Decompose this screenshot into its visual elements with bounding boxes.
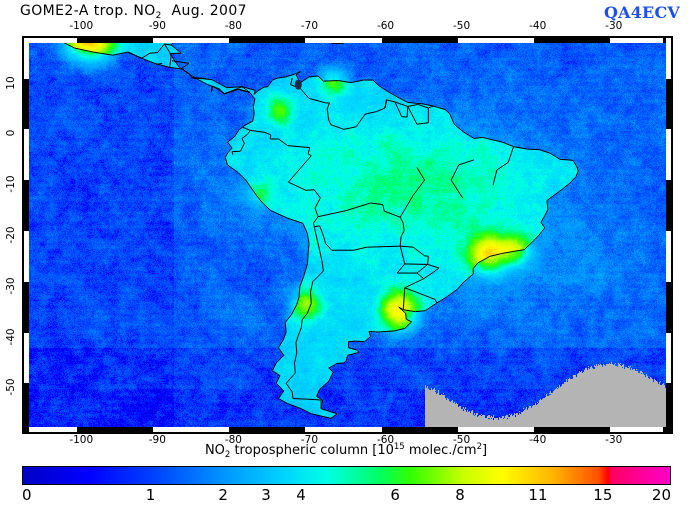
lon-tick-label-bottom-6: -40 <box>529 434 547 446</box>
colorbar-title: NO2 tropospheric column [1015 molec./cm2… <box>0 442 692 460</box>
axis-tickbar-bottom <box>24 427 673 432</box>
colorbar-tick-3: 3 <box>261 486 271 504</box>
lat-tick-label-1: 0 <box>5 130 17 137</box>
colorbar-tick-6: 6 <box>390 486 400 504</box>
lat-tick-label-2: -10 <box>5 175 17 193</box>
colorbar-tick-20: 20 <box>651 486 671 504</box>
lon-tick-label-top-2: -80 <box>224 20 242 32</box>
title-period: Aug. 2007 <box>171 3 247 19</box>
colorbar-title-sub: 2 <box>224 450 231 460</box>
colorbar-title-rest: tropospheric column [10 <box>230 443 394 458</box>
lon-tick-label-bottom-5: -50 <box>453 434 471 446</box>
no2-heatmap <box>29 43 668 429</box>
map-plot-area <box>29 43 668 429</box>
axis-tickbar-right <box>666 38 671 434</box>
colorbar-gradient <box>23 467 670 484</box>
colorbar-title-main: NO <box>204 443 225 458</box>
colorbar-tick-0: 0 <box>22 486 32 504</box>
colorbar-tick-8: 8 <box>455 486 465 504</box>
colorbar-tick-1: 1 <box>145 486 156 504</box>
axis-tickbar-top <box>24 38 673 43</box>
lon-tick-label-bottom-4: -60 <box>376 434 395 446</box>
colorbar-tick-15: 15 <box>593 486 613 504</box>
colorbar-tick-4: 4 <box>296 486 306 504</box>
axis-tickbar-left <box>24 38 29 434</box>
colorbar-title-tail: molec./cm <box>404 443 477 458</box>
lon-tick-label-bottom-3: -70 <box>300 434 319 446</box>
lon-tick-label-top-5: -50 <box>453 20 471 32</box>
lon-tick-label-top-1: -90 <box>148 20 166 32</box>
lon-tick-label-top-4: -60 <box>376 20 395 32</box>
colorbar-tick-2: 2 <box>218 486 228 504</box>
lat-tick-label-6: -50 <box>5 378 17 396</box>
lat-tick-label-5: -40 <box>5 328 17 346</box>
colorbar <box>22 466 671 485</box>
lon-tick-label-bottom-0: -100 <box>69 434 94 446</box>
lon-tick-label-top-0: -100 <box>69 20 94 32</box>
colorbar-title-exponent: 15 <box>393 442 405 452</box>
title-quantity: trop. NO <box>93 3 156 19</box>
lon-tick-label-bottom-7: -30 <box>605 434 623 446</box>
colorbar-tick-11: 11 <box>528 486 548 504</box>
title-instrument: GOME2-A <box>20 3 89 19</box>
lon-tick-label-top-7: -30 <box>605 20 623 32</box>
title-quantity-subscript: 2 <box>155 11 162 21</box>
lat-tick-label-0: 10 <box>5 75 17 90</box>
lon-tick-label-top-3: -70 <box>300 20 319 32</box>
map-frame <box>22 36 673 434</box>
colorbar-title-close: ] <box>481 443 488 458</box>
colorbar-title-exponent2: 2 <box>476 442 482 452</box>
lon-tick-label-bottom-2: -80 <box>224 434 242 446</box>
lat-tick-label-4: -30 <box>5 277 17 295</box>
qa4ecv-logo: QA4ECV <box>603 3 680 22</box>
lon-tick-label-bottom-1: -90 <box>148 434 166 446</box>
lat-tick-label-3: -20 <box>5 226 17 244</box>
lon-tick-label-top-6: -40 <box>529 20 547 32</box>
figure-title: GOME2-A trop. NO2 Aug. 2007 <box>20 3 247 21</box>
